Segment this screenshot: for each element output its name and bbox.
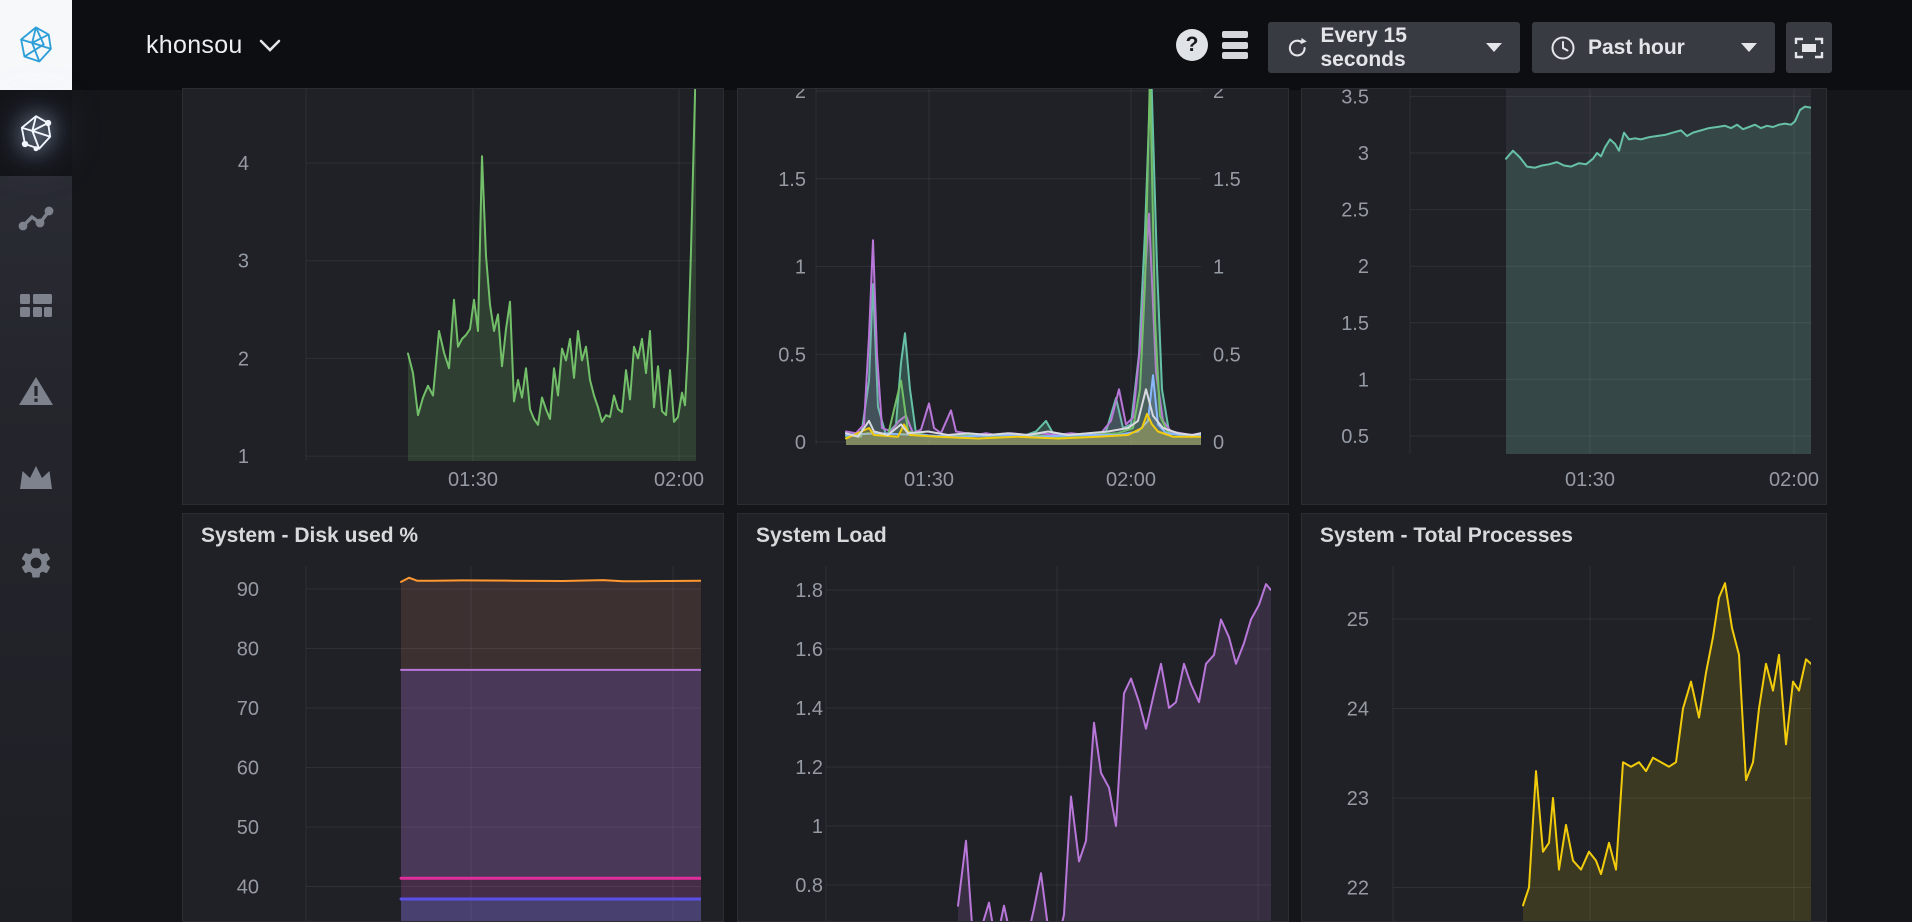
axis-tick-label: 1	[795, 257, 806, 279]
axis-tick-label: 2	[238, 348, 249, 370]
axis-tick-label: 1	[238, 446, 249, 468]
refresh-interval-label: Every 15 seconds	[1320, 23, 1407, 71]
panel-title[interactable]: System - Total Processes	[1320, 524, 1573, 547]
grafana-logo-icon	[20, 26, 52, 63]
axis-tick-label: 2	[795, 89, 806, 103]
axis-tick-label: 70	[237, 698, 259, 720]
axis-tick-label: 40	[237, 877, 259, 899]
axis-tick-label: 24	[1347, 699, 1369, 721]
axis-tick-label: 22	[1347, 878, 1369, 900]
refresh-interval-button[interactable]: Every 15 seconds	[1268, 22, 1520, 73]
chart-svg[interactable]: 25 24 23 22	[1302, 514, 1827, 922]
axis-tick-label: 0.5	[1341, 426, 1369, 448]
grafana-glow-icon	[20, 115, 52, 152]
clock-icon	[1551, 36, 1575, 59]
panel-disk-used[interactable]: System - Disk used % 90 80 70 60 50 40	[182, 513, 724, 922]
axis-tick-label: 0.5	[778, 344, 806, 366]
panel-title[interactable]: System Load	[756, 524, 887, 547]
axis-tick-label: 1	[1358, 369, 1369, 391]
axis-tick-label: 2	[1213, 89, 1224, 103]
panel-total-processes[interactable]: System - Total Processes 25 24 23 22	[1301, 513, 1827, 922]
chart-svg[interactable]: 3.5 3 2.5 2 1.5 1 0.5 01:30 02:00	[1302, 89, 1827, 505]
axis-tick-label: 1.2	[795, 757, 823, 779]
axis-tick-label: 3	[238, 251, 249, 273]
axis-tick-label: 01:30	[904, 469, 954, 491]
axis-tick-label: 1.5	[1341, 313, 1369, 335]
chart-svg[interactable]: 1.81.61.41.210.80.6	[738, 514, 1289, 922]
time-range-button[interactable]: Past hour	[1532, 22, 1775, 73]
sidebar-item-alerting[interactable]	[0, 348, 72, 434]
axis-tick-label: 01:30	[1565, 469, 1615, 491]
gear-icon	[21, 548, 51, 578]
panel-cpu[interactable]: 4 3 2 1 01:30 02:00	[182, 88, 724, 505]
axis-tick-label: 0	[795, 432, 806, 454]
axis-tick-label: 2.5	[1341, 200, 1369, 222]
caret-down-icon	[1741, 43, 1757, 52]
axis-tick-label: 4	[238, 153, 249, 175]
axis-tick-label: 1	[812, 816, 823, 838]
dashboard-title-dropdown[interactable]: khonsou	[146, 0, 281, 90]
axis-tick-label: 50	[237, 817, 259, 839]
kiosk-mode-icon	[1794, 37, 1824, 58]
sidebar-item-plugins[interactable]	[0, 434, 72, 520]
chart-svg[interactable]: 4 3 2 1 01:30 02:00	[183, 89, 724, 505]
alert-triangle-icon	[19, 377, 53, 405]
cycle-view-mode-button[interactable]	[1786, 22, 1832, 73]
list-icon	[1222, 31, 1248, 38]
chart-svg[interactable]: 90 80 70 60 50 40	[183, 514, 724, 922]
chevron-down-icon	[259, 39, 280, 52]
axis-tick-label: 1.8	[795, 580, 823, 602]
axis-tick-label: 3	[1358, 143, 1369, 165]
dashboard-title: khonsou	[146, 30, 243, 59]
refresh-icon	[1288, 37, 1307, 56]
panel-system-load[interactable]: System Load 1.81.61.41.210.80.6	[737, 513, 1289, 922]
crown-icon	[20, 466, 52, 489]
help-button[interactable]: ?	[1176, 29, 1208, 61]
axis-tick-label: 1.5	[1213, 169, 1241, 191]
axis-tick-label: 0.5	[1213, 344, 1241, 366]
panel-title[interactable]: System - Disk used %	[201, 524, 419, 547]
top-navbar: khonsou ? Every 15 seconds	[0, 0, 1912, 90]
side-menu	[0, 90, 72, 922]
sidebar-item-dashboards[interactable]	[0, 262, 72, 348]
sidebar-item-explore[interactable]	[0, 176, 72, 262]
explore-graph-icon	[18, 206, 54, 231]
panel-cpu-detail[interactable]: 2 1.5 1 0.5 0 2 1.5 1 0.5 0 01:30 02:00	[737, 88, 1289, 505]
help-icon: ?	[1185, 33, 1199, 56]
axis-tick-label: 80	[237, 639, 259, 661]
axis-tick-label: 23	[1347, 788, 1369, 810]
axis-tick-label: 1.5	[778, 169, 806, 191]
axis-tick-label: 25	[1347, 609, 1369, 631]
dashboards-grid-icon	[20, 294, 52, 317]
chart-svg[interactable]: 2 1.5 1 0.5 0 2 1.5 1 0.5 0 01:30 02:00	[738, 89, 1289, 505]
sidebar-item-home[interactable]	[0, 90, 72, 176]
axis-tick-label: 02:00	[1106, 469, 1156, 491]
axis-tick-label: 0.8	[795, 875, 823, 897]
time-range-label: Past hour	[1588, 35, 1685, 59]
axis-tick-label: 1.4	[795, 698, 823, 720]
axis-tick-label: 01:30	[448, 469, 498, 491]
panel-list-button[interactable]	[1222, 31, 1248, 59]
axis-tick-label: 90	[237, 579, 259, 601]
axis-tick-label: 3.5	[1341, 89, 1369, 108]
axis-tick-label: 2	[1358, 256, 1369, 278]
axis-tick-label: 1	[1213, 257, 1224, 279]
axis-tick-label: 1.6	[795, 639, 823, 661]
panel-memory[interactable]: 3.5 3 2.5 2 1.5 1 0.5 01:30 02:00	[1301, 88, 1827, 505]
sidebar-item-configuration[interactable]	[0, 520, 72, 606]
axis-tick-label: 0	[1213, 432, 1224, 454]
caret-down-icon	[1486, 43, 1502, 52]
axis-tick-label: 02:00	[1769, 469, 1819, 491]
grafana-logo-box[interactable]	[0, 0, 72, 90]
axis-tick-label: 02:00	[654, 469, 704, 491]
axis-tick-label: 60	[237, 758, 259, 780]
